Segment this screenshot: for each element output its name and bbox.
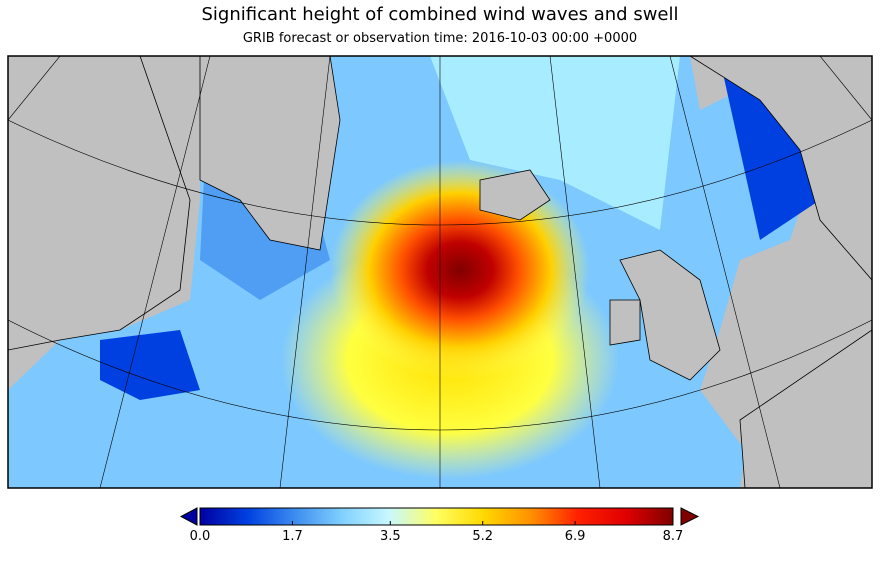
graticule [8, 56, 872, 488]
subtitle: GRIB forecast or observation time: 2016-… [243, 31, 637, 46]
iceland [479, 169, 551, 221]
ireland [609, 299, 641, 346]
colorbar-tick-label: 8.7 [663, 529, 684, 544]
colorbar-arrow-low [179, 507, 198, 526]
north-america [8, 56, 191, 351]
greenland [199, 56, 341, 251]
storm-area [330, 160, 590, 380]
map [8, 56, 872, 488]
scandinavia [689, 56, 872, 281]
colorbar: 0.0 1.7 3.5 5.2 6.9 8.7 [179, 507, 700, 544]
colorbar-tick-label: 0.0 [190, 529, 211, 544]
colorbar-scale [199, 507, 674, 526]
british-isles [619, 249, 721, 381]
colorbar-tick-label: 6.9 [565, 529, 586, 544]
colorbar-tick-label: 5.2 [472, 529, 493, 544]
colorbar-tick-label: 1.7 [282, 529, 303, 544]
ocean-shelf [100, 330, 200, 400]
colorbar-arrow-high [680, 507, 700, 526]
colorbar-tick-label: 3.5 [380, 529, 401, 544]
ocean-calm [430, 56, 680, 230]
map-frame [7, 55, 873, 489]
europe [739, 329, 872, 488]
title: Significant height of combined wind wave… [202, 4, 679, 25]
